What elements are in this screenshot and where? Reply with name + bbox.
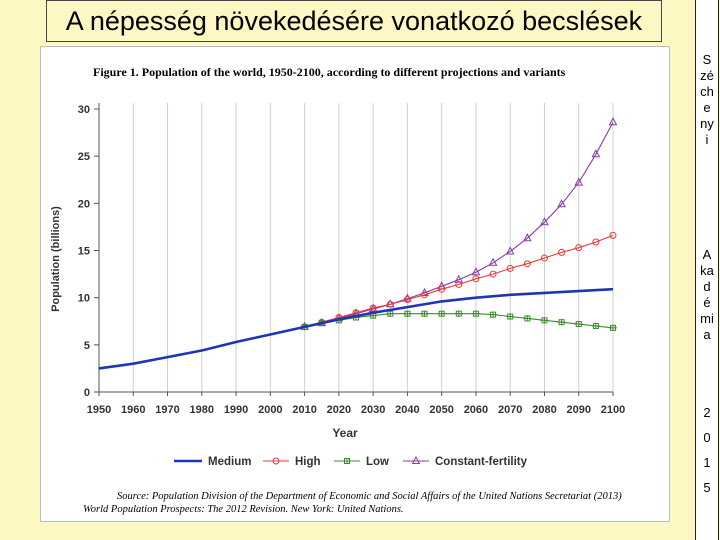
y-tick-label: 30 — [78, 104, 90, 116]
data-point-low — [574, 321, 583, 328]
data-point-low — [609, 324, 617, 331]
data-point-constant-fertility — [454, 274, 464, 283]
x-tick-label: 2100 — [601, 404, 625, 416]
data-point-high — [592, 238, 600, 246]
data-point-low — [506, 313, 515, 320]
data-point-low — [454, 310, 463, 317]
data-point-low — [403, 310, 412, 317]
data-point-low — [471, 310, 480, 317]
y-tick-label: 10 — [78, 293, 90, 305]
side-panel: Széchenyi Akadémia 2015 — [695, 0, 719, 540]
legend-item-high: High — [263, 456, 321, 468]
x-tick-label: 2090 — [566, 404, 590, 416]
y-axis-label: Population (billions) — [50, 206, 62, 312]
y-tick-label: 20 — [78, 198, 90, 210]
x-tick-label: 2080 — [532, 404, 556, 416]
data-point-high — [421, 291, 429, 299]
data-point-high — [472, 275, 480, 283]
data-point-high — [489, 270, 497, 278]
series-line-high — [304, 234, 614, 328]
data-point-constant-fertility — [540, 217, 549, 226]
data-point-high — [438, 285, 446, 293]
y-tick-label: 0 — [84, 387, 90, 399]
data-point-high — [558, 248, 566, 256]
data-point-high — [540, 254, 548, 262]
source-line-2: World Population Prospects: The 2012 Rev… — [83, 504, 404, 515]
x-tick-label: 1960 — [121, 404, 145, 416]
data-point-constant-fertility — [522, 233, 532, 242]
data-point-high — [506, 264, 514, 272]
legend-item-low: Low — [334, 456, 389, 468]
data-point-high — [369, 304, 377, 312]
legend-marker — [343, 458, 351, 464]
data-point-low — [591, 322, 600, 329]
legend-marker — [272, 457, 280, 465]
x-tick-label: 2010 — [292, 404, 316, 416]
figure-panel: Figure 1. Population of the world, 1950-… — [40, 46, 670, 522]
x-tick-label: 1950 — [87, 404, 111, 416]
data-point-high — [455, 280, 463, 288]
legend-item-medium: Medium — [174, 456, 251, 468]
x-tick-label: 2020 — [327, 404, 351, 416]
data-point-high — [403, 296, 411, 304]
data-point-low — [437, 310, 446, 317]
data-point-constant-fertility — [608, 117, 618, 126]
x-tick-label: 2000 — [258, 404, 282, 416]
data-point-high — [575, 244, 583, 252]
side-author: Széchenyi — [700, 52, 714, 147]
x-tick-label: 2070 — [498, 404, 522, 416]
data-point-low — [489, 311, 498, 318]
chart-legend: Medium High Low Constant-fertility — [174, 455, 528, 468]
x-tick-label: 1970 — [155, 404, 179, 416]
data-point-constant-fertility — [574, 177, 584, 186]
source-line-1: Source: Population Division of the Depar… — [117, 491, 622, 502]
legend-label: Constant-fertility — [435, 456, 528, 468]
side-organization: Akadémia — [700, 247, 714, 342]
x-tick-label: 1990 — [224, 404, 248, 416]
data-point-constant-fertility — [471, 267, 481, 276]
data-point-high — [386, 300, 394, 308]
legend-label: Medium — [208, 456, 251, 468]
data-point-high — [609, 231, 617, 239]
side-year: 2015 — [703, 405, 711, 495]
data-point-low — [420, 310, 429, 317]
series-line-medium — [98, 287, 614, 370]
data-point-constant-fertility — [557, 199, 566, 208]
data-point-low — [540, 317, 549, 324]
x-tick-label: 2050 — [429, 404, 453, 416]
x-tick-label: 2060 — [464, 404, 488, 416]
x-axis-label: Year — [332, 426, 358, 440]
data-point-constant-fertility — [505, 246, 515, 255]
y-tick-label: 25 — [78, 151, 90, 163]
population-chart: Figure 1. Population of the world, 1950-… — [50, 65, 625, 515]
legend-marker — [411, 455, 421, 464]
data-point-low — [523, 315, 532, 322]
x-tick-label: 2030 — [361, 404, 385, 416]
legend-item-constant-fertility: Constant-fertility — [403, 455, 528, 468]
data-point-high — [523, 260, 531, 268]
series-line-constant-fertility — [304, 121, 614, 328]
data-point-constant-fertility — [488, 257, 498, 266]
y-tick-label: 5 — [84, 340, 90, 352]
slide-title: A népesség növekedésére vonatkozó becslé… — [46, 0, 662, 42]
y-tick-label: 15 — [78, 246, 90, 258]
x-tick-label: 2040 — [395, 404, 419, 416]
legend-label: High — [295, 456, 321, 468]
data-point-low — [557, 319, 566, 326]
x-tick-label: 1980 — [190, 404, 214, 416]
data-point-constant-fertility — [403, 293, 412, 302]
data-point-constant-fertility — [591, 149, 601, 158]
chart-title: Figure 1. Population of the world, 1950-… — [93, 65, 566, 79]
legend-label: Low — [366, 456, 389, 468]
